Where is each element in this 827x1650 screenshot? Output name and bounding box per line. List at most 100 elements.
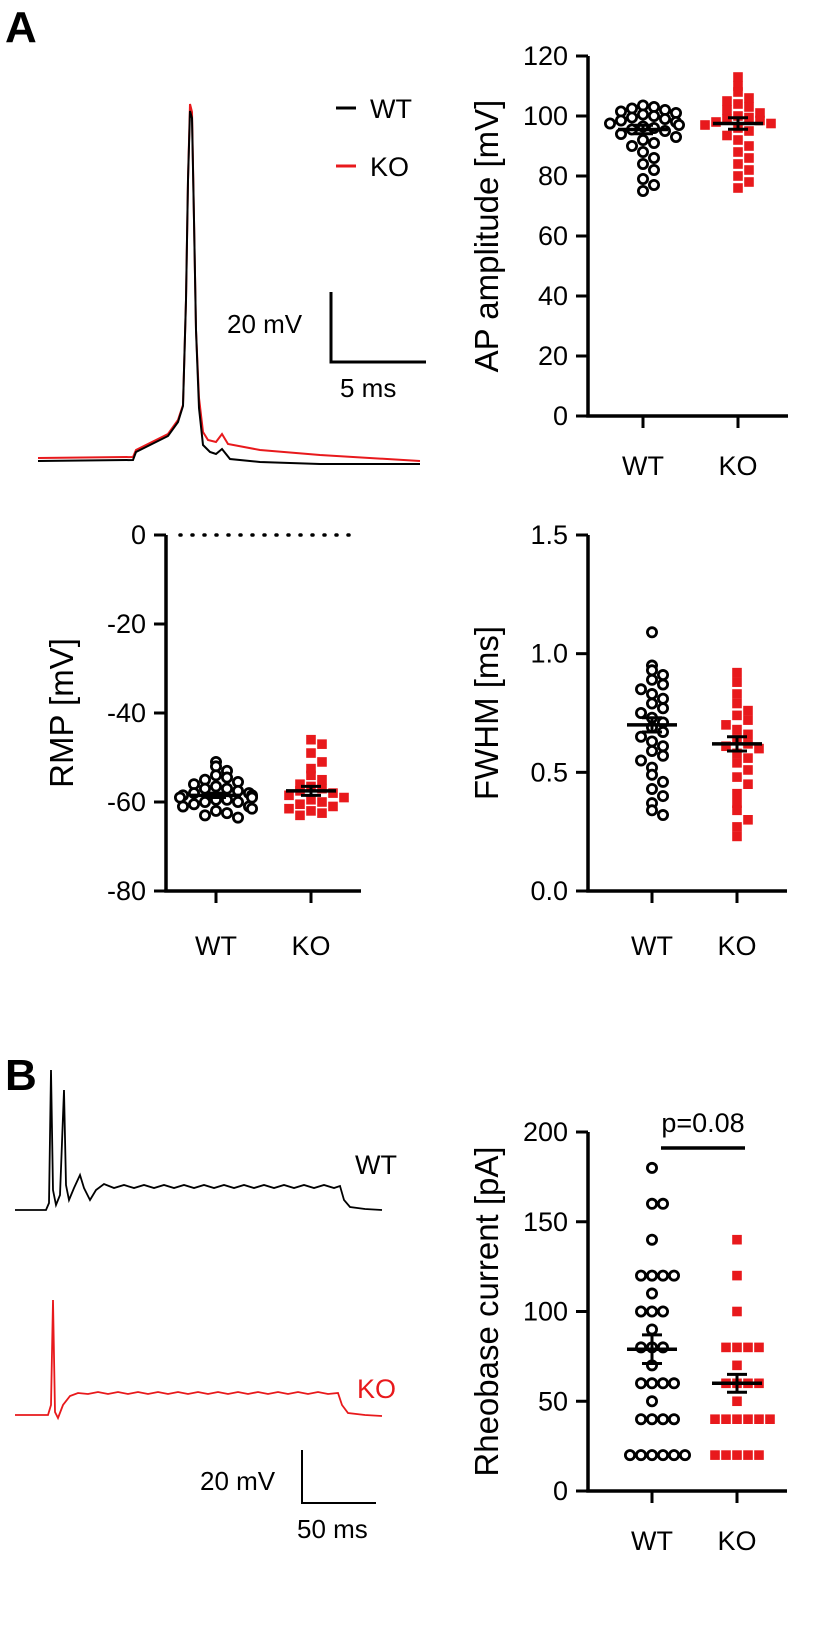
scale-bar-a-vertical-label: 20 mV — [227, 309, 303, 339]
rheobase-point-ko — [732, 1360, 742, 1371]
fwhm-x-tick-label: WT — [631, 931, 673, 961]
fwhm-point-ko — [743, 729, 753, 740]
ap_amplitude-point-wt — [648, 136, 661, 149]
panel-label-a: A — [5, 3, 37, 52]
rheobase-point-wt — [635, 1269, 648, 1282]
rmp-point-ko — [317, 757, 327, 767]
rmp-point-ko — [339, 792, 349, 803]
rmp-point-wt — [198, 809, 211, 822]
rmp-point-ko — [317, 774, 327, 785]
fwhm-point-wt — [646, 782, 659, 795]
rmp-point-ko — [306, 748, 316, 758]
ap_amplitude-point-ko — [744, 153, 754, 163]
ap-trace-wt — [37, 110, 420, 465]
ap_amplitude-point-wt — [637, 108, 650, 121]
fwhm-y-tick-label: 0.0 — [530, 876, 568, 906]
ap_amplitude-point-wt — [648, 110, 661, 123]
ap_amplitude-point-ko — [744, 126, 754, 136]
ap_amplitude-point-wt — [637, 145, 650, 158]
ap_amplitude-point-ko — [766, 118, 776, 129]
ap_amplitude-y-tick-label: 100 — [523, 101, 568, 131]
rmp-point-wt — [187, 798, 200, 811]
fwhm-point-ko — [732, 822, 742, 832]
rheobase-point-wt — [668, 1377, 681, 1390]
fwhm-point-wt — [646, 744, 659, 757]
fwhm-y-axis-label: FWHM [ms] — [468, 626, 505, 800]
ap_amplitude-point-ko — [722, 114, 732, 124]
rheobase-point-wt — [679, 1449, 692, 1462]
fwhm-point-wt — [646, 768, 659, 781]
fwhm-plot: 0.0 0.5 1.0 1.5 WT KO FWHM [ms] — [468, 520, 787, 961]
ap_amplitude-point-ko — [733, 111, 743, 121]
rheobase-plot: 0 50 100 150 200 WT KO Rheobase current [pA] — [468, 1117, 787, 1556]
rmp-point-ko — [295, 810, 305, 821]
fwhm-point-ko — [732, 724, 742, 735]
rheobase-y-tick-label: 100 — [523, 1297, 568, 1327]
rheobase-point-wt — [657, 1449, 670, 1462]
fwhm-point-ko — [754, 743, 764, 754]
rmp-point-ko — [306, 770, 316, 781]
fwhm-point-ko — [732, 698, 742, 709]
fwhm-y-tick-label: 1.0 — [530, 639, 568, 669]
rmp-point-ko — [284, 790, 294, 801]
rmp-y-tick-label: -60 — [107, 787, 146, 817]
rheobase-point-wt — [646, 1269, 659, 1282]
ap_amplitude-y-tick-label: 60 — [538, 221, 568, 251]
fwhm-point-wt — [657, 790, 670, 803]
rheobase-point-wt — [635, 1377, 648, 1390]
ap_amplitude-point-wt — [615, 114, 628, 127]
ap_amplitude-point-wt — [626, 139, 639, 152]
rheobase-point-wt — [657, 1413, 670, 1426]
rheobase-point-wt — [646, 1377, 659, 1390]
rheobase-point-wt — [646, 1161, 659, 1174]
fwhm-point-wt — [635, 683, 648, 696]
rmp-point-ko — [317, 797, 327, 807]
ap_amplitude-x-tick-label: WT — [622, 451, 664, 481]
ap_amplitude-point-ko — [733, 147, 743, 157]
rmp-point-ko — [306, 794, 316, 805]
rheobase-point-wt — [657, 1305, 670, 1318]
rheobase-point-wt — [646, 1233, 659, 1246]
fwhm-point-ko — [743, 753, 753, 763]
fwhm-point-ko — [743, 815, 753, 825]
rmp-point-ko — [328, 801, 338, 812]
ap-trace-ko — [37, 103, 421, 462]
fwhm-point-wt — [657, 749, 670, 762]
rmp-point-wt — [198, 782, 211, 795]
rheobase-point-wt — [668, 1449, 681, 1462]
rmp-point-wt — [220, 771, 233, 784]
rmp-point-ko — [317, 783, 327, 794]
scale-bar-b-horizontal-label: 50 ms — [297, 1514, 368, 1544]
rmp-point-wt — [209, 769, 222, 782]
rmp-point-wt — [231, 796, 244, 809]
rmp-point-ko — [306, 763, 316, 774]
ap_amplitude-point-wt — [626, 111, 639, 124]
rheobase-point-ko — [732, 1234, 742, 1245]
ap_amplitude-point-ko — [755, 115, 765, 126]
rheobase-point-wt — [646, 1413, 659, 1426]
ap_amplitude-point-wt — [659, 113, 672, 126]
rheobase-point-wt — [657, 1197, 670, 1210]
ap_amplitude-point-wt — [648, 151, 661, 164]
fwhm-point-wt — [646, 735, 659, 748]
rmp-point-wt — [245, 802, 258, 815]
ap_amplitude-point-ko — [744, 93, 754, 103]
fwhm-point-ko — [732, 788, 742, 799]
ap_amplitude-point-ko — [722, 130, 732, 141]
ap_amplitude-point-ko — [744, 102, 754, 112]
rheobase-trace-wt — [15, 1069, 383, 1211]
ap_amplitude-point-wt — [648, 178, 661, 191]
rheobase-point-ko — [743, 1342, 753, 1353]
scale-bar-a: 20 mV 5 ms — [227, 292, 426, 403]
panel-label-b: B — [5, 1051, 37, 1100]
rheobase-y-tick-label: 150 — [523, 1207, 568, 1237]
rheobase-point-wt — [646, 1449, 659, 1462]
ap_amplitude-point-wt — [637, 157, 650, 170]
rmp-point-ko — [306, 734, 316, 745]
fwhm-point-wt — [657, 678, 670, 691]
rheobase-trace-ko — [15, 1299, 383, 1421]
rheobase-point-wt — [646, 1323, 659, 1336]
rheobase-point-ko — [710, 1450, 720, 1460]
ap_amplitude-point-ko — [744, 165, 754, 175]
